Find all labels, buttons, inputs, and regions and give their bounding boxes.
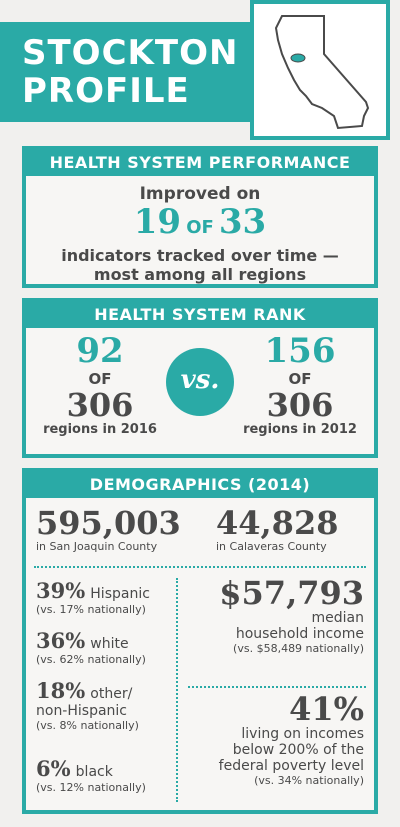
group-white: 36% white (vs. 62% nationally) — [36, 628, 146, 666]
performance-total: 33 — [218, 202, 267, 242]
population-calaveras: 44,828 in Calaveras County — [216, 506, 338, 553]
group-label-2: non-Hispanic — [36, 703, 127, 719]
demographics-heading: DEMOGRAPHICS (2014) — [26, 472, 374, 498]
group-label: white — [90, 636, 129, 652]
performance-of: OF — [186, 217, 214, 238]
performance-line-1: Improved on — [139, 184, 261, 204]
rank-left-of: OF — [88, 370, 112, 388]
vs-label: vs. — [180, 365, 220, 395]
page-title: STOCKTON PROFILE — [22, 34, 238, 110]
group-label: Hispanic — [90, 586, 150, 602]
performance-heading: HEALTH SYSTEM PERFORMANCE — [26, 150, 374, 176]
rank-right-total: 306 — [266, 386, 334, 424]
group-label: black — [75, 764, 113, 780]
performance-line-3: indicators tracked over time — — [61, 246, 339, 265]
pop2-label: in Calaveras County — [216, 540, 327, 553]
performance-line-4: most among all regions — [93, 265, 307, 284]
group-pct: 36% — [36, 628, 86, 653]
population-san-joaquin: 595,003 in San Joaquin County — [36, 506, 181, 553]
performance-value: 19 — [133, 202, 182, 242]
rank-right: 156 OF 306 regions in 2012 — [230, 332, 370, 437]
rank-right-value: 156 — [264, 331, 336, 371]
income-value: $57,793 — [219, 574, 364, 612]
performance-stat: 19 OF 33 — [26, 204, 374, 246]
income-block: $57,793 median household income (vs. $58… — [219, 576, 364, 655]
income-label-1: median — [311, 610, 364, 626]
title-line-2: PROFILE — [22, 71, 190, 111]
rank-left-caption: regions in 2016 — [43, 422, 157, 437]
group-note: (vs. 8% nationally) — [36, 719, 139, 732]
poverty-line-1: living on incomes — [241, 726, 364, 742]
income-label-2: household income — [235, 626, 364, 642]
poverty-value: 41% — [289, 690, 364, 728]
demographics-column-divider — [176, 578, 178, 802]
poverty-line-3: federal poverty level — [218, 758, 364, 774]
group-pct: 18% — [36, 678, 86, 703]
group-note: (vs. 17% nationally) — [36, 603, 146, 616]
group-note: (vs. 12% nationally) — [36, 781, 146, 794]
rank-left-total: 306 — [66, 386, 134, 424]
vs-badge: vs. — [166, 348, 234, 416]
income-divider — [188, 686, 366, 688]
group-pct: 39% — [36, 578, 86, 603]
rank-right-of: OF — [288, 370, 312, 388]
pop2-value: 44,828 — [216, 504, 339, 542]
group-hispanic: 39% Hispanic (vs. 17% nationally) — [36, 578, 150, 616]
rank-panel: HEALTH SYSTEM RANK 92 OF 306 regions in … — [22, 298, 378, 458]
group-pct: 6% — [36, 756, 71, 781]
rank-heading: HEALTH SYSTEM RANK — [26, 302, 374, 328]
rank-right-caption: regions in 2012 — [243, 422, 357, 437]
demographics-panel: DEMOGRAPHICS (2014) 595,003 in San Joaqu… — [22, 468, 378, 814]
poverty-note: (vs. 34% nationally) — [254, 774, 364, 787]
california-map-icon — [274, 15, 370, 130]
group-other: 18% other/ non-Hispanic (vs. 8% national… — [36, 678, 139, 732]
performance-panel: HEALTH SYSTEM PERFORMANCE Improved on 19… — [22, 146, 378, 288]
pop1-value: 595,003 — [36, 504, 181, 542]
title-line-1: STOCKTON — [22, 33, 239, 73]
group-note: (vs. 62% nationally) — [36, 653, 146, 666]
group-black: 6% black (vs. 12% nationally) — [36, 756, 146, 794]
pop1-label: in San Joaquin County — [36, 540, 158, 553]
income-note: (vs. $58,489 nationally) — [233, 642, 364, 655]
group-label: other/ — [90, 686, 133, 702]
rank-left-value: 92 — [76, 331, 124, 371]
map-frame — [250, 0, 390, 140]
rank-left: 92 OF 306 regions in 2016 — [30, 332, 170, 437]
poverty-line-2: below 200% of the — [232, 742, 364, 758]
poverty-block: 41% living on incomes below 200% of the … — [219, 692, 364, 787]
demographics-divider — [34, 566, 366, 568]
